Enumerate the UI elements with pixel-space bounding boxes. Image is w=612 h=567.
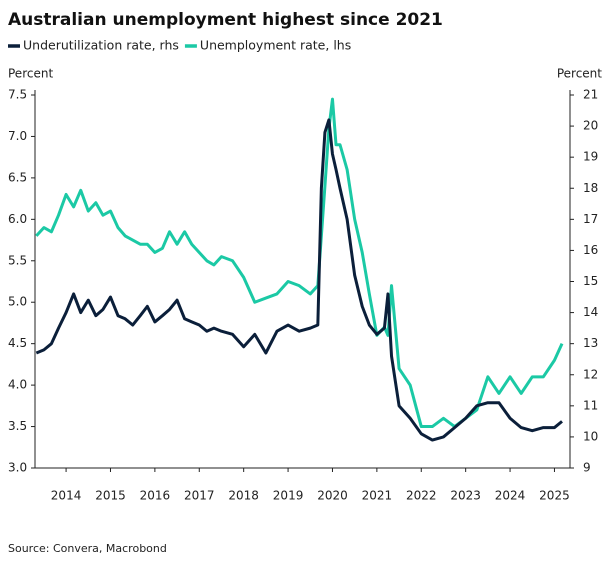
chart-title: Australian unemployment highest since 20… bbox=[8, 10, 443, 30]
y2-tick-label: 13 bbox=[583, 336, 598, 350]
y2-tick-label: 18 bbox=[583, 181, 598, 195]
y2-tick-label: 21 bbox=[583, 88, 598, 102]
x-tick-label: 2022 bbox=[406, 489, 437, 503]
y2-tick-label: 16 bbox=[583, 243, 598, 257]
y2-tick-label: 11 bbox=[583, 398, 598, 412]
y-tick-label: 7.0 bbox=[8, 129, 27, 143]
source: Source: Convera, Macrobond bbox=[8, 542, 167, 555]
y-tick-label: 7.5 bbox=[8, 88, 27, 102]
y-tick-label: 3.0 bbox=[8, 461, 27, 475]
x-tick-label: 2017 bbox=[184, 489, 215, 503]
y-tick-label: 5.0 bbox=[8, 295, 27, 309]
legend-label: Unemployment rate, lhs bbox=[200, 38, 351, 53]
x-tick-label: 2025 bbox=[539, 489, 570, 503]
x-tick-label: 2016 bbox=[140, 489, 171, 503]
x-tick-label: 2015 bbox=[95, 489, 126, 503]
y-tick-label: 5.5 bbox=[8, 253, 27, 267]
y-tick-label: 6.5 bbox=[8, 170, 27, 184]
y2-tick-label: 19 bbox=[583, 150, 598, 164]
y-tick-label: 4.5 bbox=[8, 336, 27, 350]
y-tick-label: 4.0 bbox=[8, 378, 27, 392]
x-tick-label: 2014 bbox=[51, 489, 82, 503]
x-tick-label: 2024 bbox=[495, 489, 526, 503]
y2-tick-label: 15 bbox=[583, 274, 598, 288]
y2-tick-label: 12 bbox=[583, 367, 598, 381]
y2-tick-label: 10 bbox=[583, 429, 598, 443]
y2-tick-label: 9 bbox=[583, 461, 591, 475]
y-tick-label: 3.5 bbox=[8, 419, 27, 433]
x-tick-label: 2018 bbox=[228, 489, 259, 503]
y-axis-label: Percent bbox=[8, 67, 53, 81]
y2-tick-label: 14 bbox=[583, 305, 598, 319]
series-line bbox=[35, 118, 563, 442]
y-tick-label: 6.0 bbox=[8, 212, 27, 226]
x-tick-label: 2023 bbox=[450, 489, 481, 503]
y2-tick-label: 20 bbox=[583, 119, 598, 133]
y2-tick-label: 17 bbox=[583, 212, 598, 226]
x-tick-label: 2020 bbox=[317, 489, 348, 503]
series-line bbox=[35, 97, 564, 429]
y2-axis-label: Percent bbox=[557, 67, 602, 81]
legend-label: Underutilization rate, rhs bbox=[23, 38, 179, 53]
x-tick-label: 2021 bbox=[362, 489, 393, 503]
x-tick-label: 2019 bbox=[273, 489, 304, 503]
